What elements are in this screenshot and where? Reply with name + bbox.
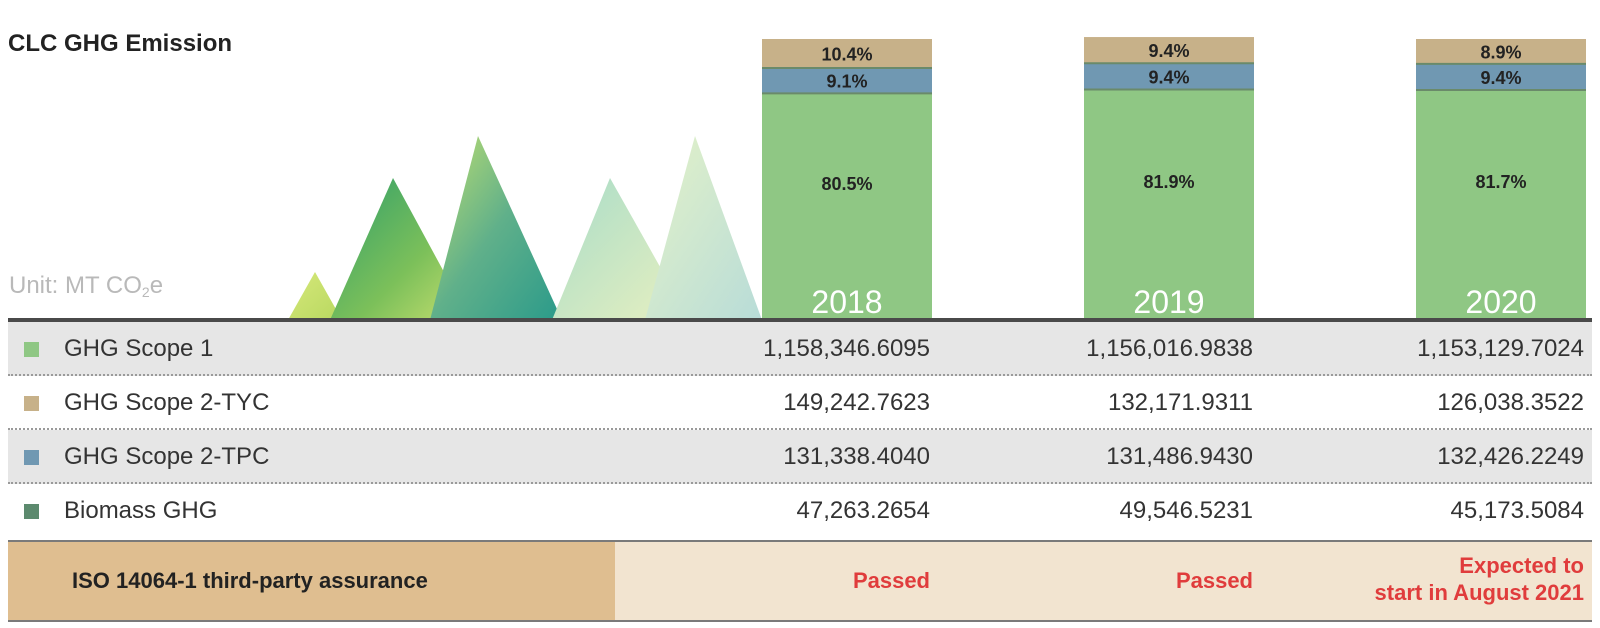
assurance-status-2018: Passed xyxy=(852,568,930,593)
data-label-2018-0: 80.5% xyxy=(821,174,872,194)
cell-2018: 1,158,346.6095 xyxy=(763,335,930,362)
row-label: GHG Scope 2-TYC xyxy=(64,389,270,416)
data-label-2020-2: 8.9% xyxy=(1480,42,1521,62)
data-label-2020-1: 9.4% xyxy=(1480,68,1521,88)
cell-2019: 1,156,016.9838 xyxy=(1086,335,1253,362)
cell-2019: 131,486.9430 xyxy=(1106,443,1253,470)
table-row-scope1: GHG Scope 1 1,158,346.6095 1,156,016.983… xyxy=(8,322,1592,376)
bar-segment-2020-1 xyxy=(1416,63,1586,91)
table-divider xyxy=(8,540,1592,542)
bar-segment-2018-0 xyxy=(762,93,932,318)
mountain-shape xyxy=(330,178,470,320)
legend-swatch xyxy=(24,396,39,411)
year-label-2018: 2018 xyxy=(811,284,882,320)
table-row-scope2-tpc: GHG Scope 2-TPC 131,338.4040 131,486.943… xyxy=(8,430,1592,484)
data-label-2018-1: 9.1% xyxy=(826,72,867,92)
table-row-scope2-tyc: GHG Scope 2-TYC 149,242.7623 132,171.931… xyxy=(8,376,1592,430)
cell-2019: 49,546.5231 xyxy=(1119,497,1253,524)
cell-2020: 1,153,129.7024 xyxy=(1417,335,1584,362)
cell-2019: 132,171.9311 xyxy=(1107,389,1253,416)
year-label-2019: 2019 xyxy=(1133,284,1204,320)
cell-2020: 45,173.5084 xyxy=(1450,497,1584,524)
cell-2018: 149,242.7623 xyxy=(783,389,930,416)
bar-segment-2020-2 xyxy=(1416,39,1586,64)
data-label-2020-0: 81.7% xyxy=(1475,172,1526,192)
chart-title: CLC GHG Emission xyxy=(8,30,233,57)
legend-swatch xyxy=(24,504,39,519)
bar-segment-2019-2 xyxy=(1084,37,1254,64)
bar-segment-2018-1 xyxy=(762,68,932,94)
row-label: GHG Scope 1 xyxy=(64,335,214,362)
mountain-shape xyxy=(645,136,762,320)
bar-segment-2019-1 xyxy=(1084,63,1254,90)
row-label: Biomass GHG xyxy=(64,497,218,524)
table-bottom-rule xyxy=(8,620,1592,622)
data-label-2019-1: 9.4% xyxy=(1148,67,1189,87)
cell-2020: 132,426.2249 xyxy=(1437,443,1584,470)
table-row-biomass: Biomass GHG 47,263.2654 49,546.5231 45,1… xyxy=(8,484,1592,538)
mountain-shape xyxy=(430,136,562,320)
assurance-values-cell xyxy=(615,542,1592,620)
assurance-label: ISO 14064-1 third-party assurance xyxy=(72,568,428,593)
cell-2020: 126,038.3522 xyxy=(1437,389,1584,416)
mountain-shape xyxy=(288,272,342,320)
data-label-2019-0: 81.9% xyxy=(1143,172,1194,192)
legend-swatch xyxy=(24,450,39,465)
bar-segment-2020-0 xyxy=(1416,90,1586,318)
legend-swatch xyxy=(24,342,39,357)
cell-2018: 47,263.2654 xyxy=(796,497,930,524)
cell-2018: 131,338.4040 xyxy=(783,443,930,470)
bar-segment-2019-0 xyxy=(1084,89,1254,319)
assurance-row: ISO 14064-1 third-party assurance Passed… xyxy=(8,542,1592,620)
data-label-2018-2: 10.4% xyxy=(821,45,872,65)
assurance-status-2019: Passed xyxy=(1175,568,1253,593)
bar-segment-2018-2 xyxy=(762,39,932,69)
assurance-label-cell: ISO 14064-1 third-party assurance xyxy=(8,542,615,620)
chart-baseline xyxy=(8,318,1592,322)
assurance-status-2020: Expected to start in August 2021 xyxy=(1374,553,1584,605)
data-label-2019-2: 9.4% xyxy=(1148,41,1189,61)
row-label: GHG Scope 2-TPC xyxy=(64,443,270,470)
unit-label: Unit: MT CO2e xyxy=(9,272,164,300)
year-label-2020: 2020 xyxy=(1465,284,1536,320)
